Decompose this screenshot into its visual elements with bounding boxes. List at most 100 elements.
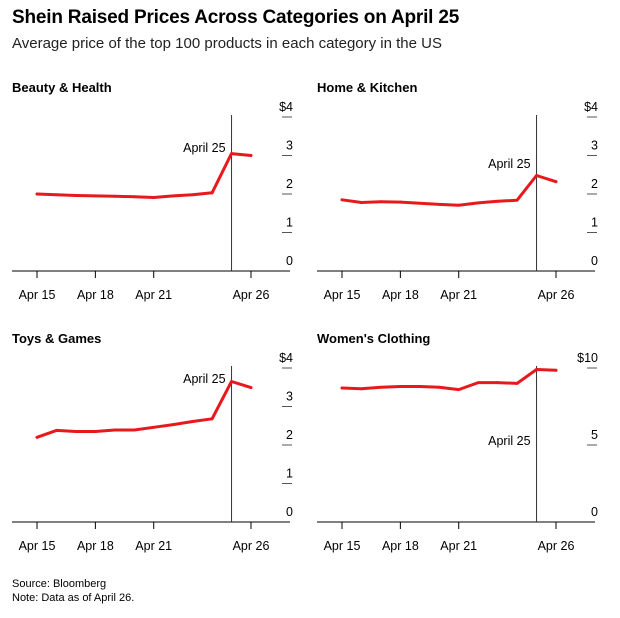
data-point [398, 385, 402, 388]
chart-svg-home-kitchen: Home & Kitchen 0 1 2 3 $4 Apr 15 Apr 18 Apr 21 Ap… [317, 80, 598, 302]
annotation-label: April 25 [183, 372, 225, 386]
y-tick-label: 2 [286, 177, 293, 191]
chart-svg-toys-games: Toys & Games 0 1 2 3 $4 Apr 15 Apr 18 Apr 21 Apr … [12, 331, 293, 553]
annotation-label: April 25 [488, 434, 530, 448]
footer-note: Note: Data as of April 26. [12, 592, 135, 604]
panel-womens-clothing: Women's Clothing 0 5 $10 Apr 15 Apr 18 Apr 21 A… [305, 321, 605, 561]
data-point [35, 435, 39, 439]
data-point [113, 194, 117, 198]
data-point [554, 180, 558, 184]
x-tick-label: Apr 15 [324, 288, 361, 302]
data-point [132, 195, 136, 199]
data-point [93, 194, 97, 198]
series-line-home-kitchen [340, 174, 558, 207]
data-point [496, 199, 500, 203]
series-line-beauty-health [35, 152, 253, 199]
data-point [457, 203, 461, 207]
y-tick-label: $4 [279, 351, 293, 365]
data-point [457, 388, 461, 391]
x-tick-label: Apr 26 [538, 539, 575, 553]
data-point [437, 385, 441, 389]
chart-subtitle: Average price of the top 100 products in… [12, 35, 442, 52]
chart-svg-womens-clothing: Women's Clothing 0 5 $10 Apr 15 Apr 18 Apr 21 A… [317, 331, 598, 553]
data-point [230, 152, 233, 155]
chart-svg-beauty-health: Beauty & Health 0 1 2 3 $4 Apr 15 Apr 18 Apr 21 A… [12, 80, 293, 302]
series-line-women-s-clothing [340, 368, 558, 392]
y-tick-label: 0 [286, 254, 293, 268]
data-point [535, 174, 538, 177]
y-tick-label: 1 [286, 467, 293, 481]
data-point [152, 425, 156, 429]
data-point [437, 202, 441, 206]
y-tick-label: 0 [591, 254, 598, 268]
x-tick-label: Apr 18 [77, 288, 114, 302]
y-tick-label: 3 [286, 390, 293, 404]
y-tick-label: 2 [286, 428, 293, 442]
x-tick-label: Apr 26 [233, 288, 270, 302]
data-point [35, 192, 39, 196]
x-tick-label: Apr 18 [77, 539, 114, 553]
x-tick-label: Apr 21 [440, 539, 477, 553]
panel-beauty-health: Beauty & Health 0 1 2 3 $4 Apr 15 Apr 18 Apr 21 A… [0, 70, 300, 310]
footer-source: Source: Bloomberg [12, 578, 107, 590]
data-point [418, 385, 422, 388]
y-tick-label: 1 [591, 216, 598, 230]
data-point [340, 198, 344, 202]
x-tick-label: Apr 21 [135, 288, 172, 302]
series-line-toys-games [35, 380, 253, 439]
data-point [249, 154, 253, 157]
data-point [535, 368, 538, 371]
panel-title-home-kitchen: Home & Kitchen [317, 80, 417, 95]
y-tick-label: 1 [286, 216, 293, 230]
data-point [360, 387, 363, 391]
y-tick-label: 3 [591, 139, 598, 153]
data-point [379, 385, 383, 389]
data-point [74, 194, 78, 197]
x-tick-label: Apr 18 [382, 539, 419, 553]
chart-title: Shein Raised Prices Across Categories on… [12, 7, 460, 28]
x-tick-label: Apr 15 [324, 539, 361, 553]
data-point [132, 428, 136, 432]
annotation-label: April 25 [488, 157, 530, 171]
data-point [55, 428, 58, 432]
x-tick-label: Apr 26 [233, 539, 270, 553]
y-tick-label: $4 [279, 100, 293, 114]
panel-toys-games: Toys & Games 0 1 2 3 $4 Apr 15 Apr 18 Apr 21 Apr … [0, 321, 300, 561]
data-point [476, 201, 480, 205]
data-point [113, 428, 117, 432]
data-point [210, 417, 214, 421]
data-point [74, 430, 78, 433]
y-tick-label: 0 [286, 505, 293, 519]
y-tick-label: 3 [286, 139, 293, 153]
panel-title-toys-games: Toys & Games [12, 331, 101, 346]
x-tick-label: Apr 18 [382, 288, 419, 302]
y-tick-label: 0 [591, 505, 598, 519]
data-point [418, 201, 422, 205]
data-point [171, 194, 175, 198]
x-tick-label: Apr 15 [19, 288, 56, 302]
y-tick-label: $4 [584, 100, 598, 114]
panel-home-kitchen: Home & Kitchen 0 1 2 3 $4 Apr 15 Apr 18 Apr 21 Ap… [305, 70, 605, 310]
data-point [398, 200, 402, 204]
panel-title-beauty-health: Beauty & Health [12, 80, 112, 95]
data-point [476, 381, 480, 385]
data-point [554, 368, 558, 372]
data-point [171, 423, 175, 426]
data-point [515, 382, 519, 385]
data-point [210, 191, 214, 195]
y-tick-label: 5 [591, 428, 598, 442]
data-point [230, 380, 233, 383]
x-tick-label: Apr 21 [135, 539, 172, 553]
data-point [152, 196, 156, 199]
data-point [496, 381, 500, 385]
data-point [93, 430, 97, 433]
data-point [191, 420, 195, 423]
x-tick-label: Apr 15 [19, 539, 56, 553]
y-tick-label: $10 [577, 351, 598, 365]
y-tick-label: 2 [591, 177, 598, 191]
data-point [55, 193, 58, 197]
data-point [340, 386, 344, 390]
data-point [515, 198, 519, 202]
x-tick-label: Apr 21 [440, 288, 477, 302]
annotation-label: April 25 [183, 141, 225, 155]
